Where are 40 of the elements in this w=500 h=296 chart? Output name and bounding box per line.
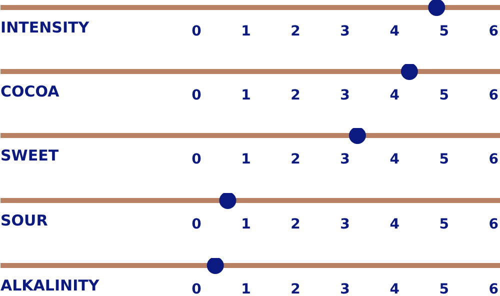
x-tick-label: 1	[241, 216, 251, 232]
x-tick-label: 6	[488, 216, 498, 232]
x-tick-label: 0	[192, 216, 202, 232]
x-tick-label: 1	[241, 282, 251, 296]
y-tick-label: SWEET	[0, 146, 60, 164]
x-tick-label: 0	[192, 24, 202, 40]
x-tick-label: 2	[290, 282, 300, 296]
x-tick-label: 2	[290, 24, 300, 40]
x-tick-label: 6	[488, 152, 498, 168]
x-tick-label: 3	[340, 282, 350, 296]
x-tick-label: 6	[488, 24, 498, 40]
y-tick-label: COCOA	[0, 82, 60, 100]
x-tick-label: 2	[290, 88, 300, 104]
x-tick-label: 3	[340, 24, 350, 40]
x-tick-label: 1	[241, 24, 251, 40]
x-tick-label: 4	[390, 216, 400, 232]
x-tick-label: 5	[439, 88, 449, 104]
x-tick-label: 5	[439, 24, 449, 40]
x-tick-label: 5	[439, 152, 449, 168]
x-tick-label: 1	[241, 152, 251, 168]
x-tick-label: 3	[340, 88, 350, 104]
x-tick-label: 2	[290, 152, 300, 168]
x-tick-label: 4	[390, 152, 400, 168]
x-tick-label: 3	[340, 216, 350, 232]
x-tick-label: 4	[390, 88, 400, 104]
x-tick-label: 0	[192, 152, 202, 168]
x-tick-label: 1	[241, 88, 251, 104]
y-tick-label: SOUR	[0, 212, 48, 230]
x-tick-label: 6	[488, 282, 498, 296]
x-tick-label: 2	[290, 216, 300, 232]
x-tick-label: 5	[439, 216, 449, 232]
x-tick-label: 3	[340, 152, 350, 168]
x-tick-label: 0	[192, 282, 202, 296]
x-tick-label: 5	[439, 282, 449, 296]
x-tick-label: 0	[192, 88, 202, 104]
y-tick-label: INTENSITY	[0, 18, 90, 36]
x-tick-label: 6	[488, 88, 498, 104]
y-tick-label: ALKALINITY	[0, 276, 100, 294]
x-tick-label: 4	[390, 282, 400, 296]
x-tick-label: 4	[390, 24, 400, 40]
